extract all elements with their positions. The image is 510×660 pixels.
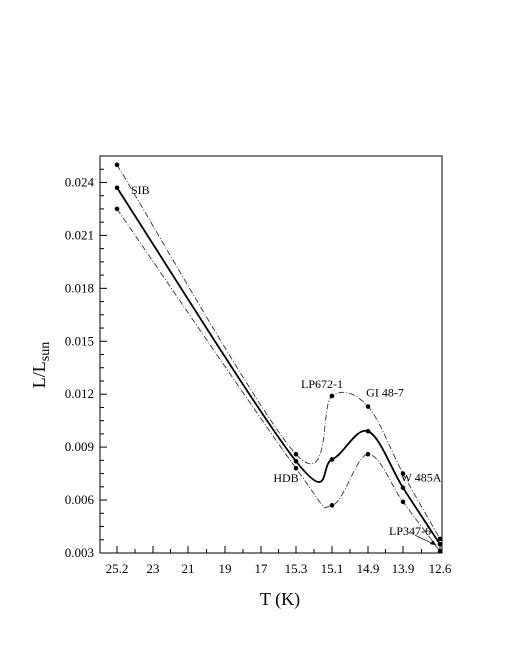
x-tick-label: 17 — [255, 561, 269, 576]
data-point — [365, 428, 371, 434]
data-point — [329, 457, 335, 462]
x-tick-label: 15.3 — [285, 561, 308, 576]
data-point — [329, 503, 335, 508]
y-tick-label: 0.021 — [65, 227, 94, 242]
data-point — [400, 499, 406, 505]
data-point — [437, 536, 443, 542]
annotation-label: HDB — [273, 471, 298, 485]
annotation-label: LP672-1 — [301, 377, 343, 391]
x-tick-label: 23 — [147, 561, 160, 576]
series-line-solid-thick — [116, 187, 441, 545]
y-axis-title-subscript: sun — [38, 342, 53, 361]
y-tick-label: 0.003 — [65, 545, 94, 560]
x-tick-label: 14.9 — [357, 561, 380, 576]
y-axis: 0.003 0.006 0.009 0.012 0.015 0.018 0.021 0.024 — [65, 168, 107, 560]
series-line-dash-dot-upper — [116, 164, 441, 540]
y-tick-label: 0.018 — [65, 280, 94, 295]
data-point — [114, 162, 120, 168]
annotation-label: W 485A — [401, 471, 442, 485]
annotation-layer: SIB HDB LP672-1 GI 48-7 W 485A LP347-6 — [131, 183, 442, 546]
data-point — [293, 451, 299, 457]
annotation-arrowhead — [430, 540, 436, 546]
data-point — [437, 541, 443, 547]
y-axis-title: L/Lsun — [29, 342, 53, 388]
y-tick-label: 0.024 — [65, 174, 95, 189]
data-point — [365, 451, 371, 457]
y-tick-label: 0.012 — [65, 386, 94, 401]
data-point — [114, 185, 120, 191]
annotation-label: SIB — [131, 183, 150, 197]
data-point — [365, 404, 371, 409]
y-tick-label: 0.006 — [65, 492, 95, 507]
y-axis-title-main: L/L — [29, 361, 49, 388]
x-tick-label: 21 — [182, 561, 195, 576]
plot-border — [99, 155, 443, 554]
x-axis: 25.2 23 21 19 17 15.3 15.1 14.9 13.9 12.6 — [106, 546, 452, 576]
annotation-label: GI 48-7 — [366, 386, 404, 400]
x-tick-label: 12.6 — [429, 561, 452, 576]
series-layer — [114, 162, 443, 554]
data-point — [114, 206, 120, 212]
data-point — [400, 485, 406, 491]
plot-frame — [99, 155, 443, 554]
series-line-dash-dot-lower — [116, 208, 441, 552]
data-point — [437, 548, 443, 554]
x-tick-label: 13.9 — [392, 561, 415, 576]
data-point — [293, 466, 299, 471]
x-tick-label: 25.2 — [106, 561, 129, 576]
annotation-label: LP347-6 — [389, 524, 431, 538]
y-tick-label: 0.009 — [65, 439, 94, 454]
x-tick-label: 15.1 — [321, 561, 344, 576]
x-axis-title: T (K) — [260, 589, 300, 610]
data-point — [329, 393, 335, 399]
data-point — [400, 471, 406, 476]
y-tick-label: 0.015 — [65, 333, 94, 348]
x-tick-label: 19 — [219, 561, 232, 576]
data-point — [293, 458, 299, 464]
